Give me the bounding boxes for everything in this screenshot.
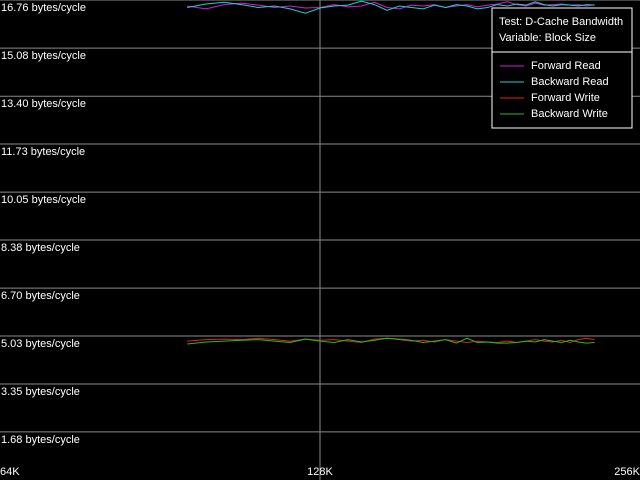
y-tick-label: 13.40 bytes/cycle bbox=[1, 98, 86, 110]
legend-label: Forward Read bbox=[531, 60, 601, 72]
x-tick-label: 256K bbox=[614, 466, 640, 478]
data-line bbox=[187, 337, 595, 344]
data-line bbox=[187, 0, 595, 14]
y-tick-label: 10.05 bytes/cycle bbox=[1, 194, 86, 206]
x-tick-label: 128K bbox=[307, 466, 333, 478]
annotation: Variable: Block Size bbox=[499, 32, 596, 44]
y-tick-label: 8.38 bytes/cycle bbox=[1, 242, 80, 254]
y-tick-label: 16.76 bytes/cycle bbox=[1, 2, 86, 14]
legend-box bbox=[491, 7, 633, 129]
legend-label: Backward Write bbox=[531, 108, 608, 120]
x-tick-label: 64K bbox=[0, 466, 20, 478]
y-tick-label: 15.08 bytes/cycle bbox=[1, 50, 86, 62]
y-tick-label: 11.73 bytes/cycle bbox=[1, 146, 85, 158]
y-tick-label: 1.68 bytes/cycle bbox=[1, 434, 80, 446]
data-line bbox=[187, 337, 595, 345]
legend-label: Forward Write bbox=[531, 92, 600, 104]
y-tick-label: 6.70 bytes/cycle bbox=[1, 290, 80, 302]
y-tick-label: 5.03 bytes/cycle bbox=[1, 338, 80, 350]
legend-label: Backward Read bbox=[531, 76, 609, 88]
annotation: Test: D-Cache Bandwidth bbox=[499, 16, 623, 28]
y-tick-label: 3.35 bytes/cycle bbox=[1, 386, 80, 398]
